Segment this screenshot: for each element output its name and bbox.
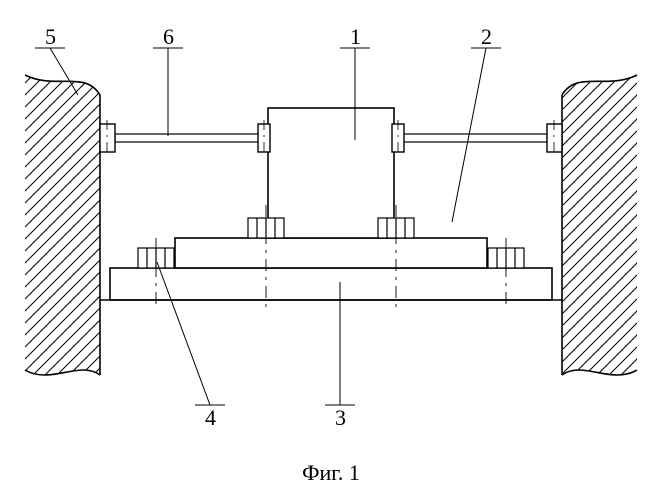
shaft-left: [115, 134, 260, 142]
shaft-right: [402, 134, 547, 142]
callout-1: 1: [350, 24, 361, 49]
mid-plate: [175, 238, 487, 268]
figure-caption: Фиг. 1: [302, 460, 360, 485]
callout-3: 3: [335, 405, 346, 430]
bearing-left: [100, 124, 115, 152]
callout-5: 5: [45, 24, 56, 49]
wall-right: [542, 60, 662, 400]
erase-top: [100, 78, 562, 82]
base-plate: [110, 268, 552, 300]
callout-4: 4: [205, 405, 216, 430]
callout-2: 2: [481, 24, 492, 49]
wall-left: [0, 60, 120, 400]
bearing-right: [547, 124, 562, 152]
main-block: [268, 108, 394, 238]
callout-6: 6: [163, 24, 174, 49]
